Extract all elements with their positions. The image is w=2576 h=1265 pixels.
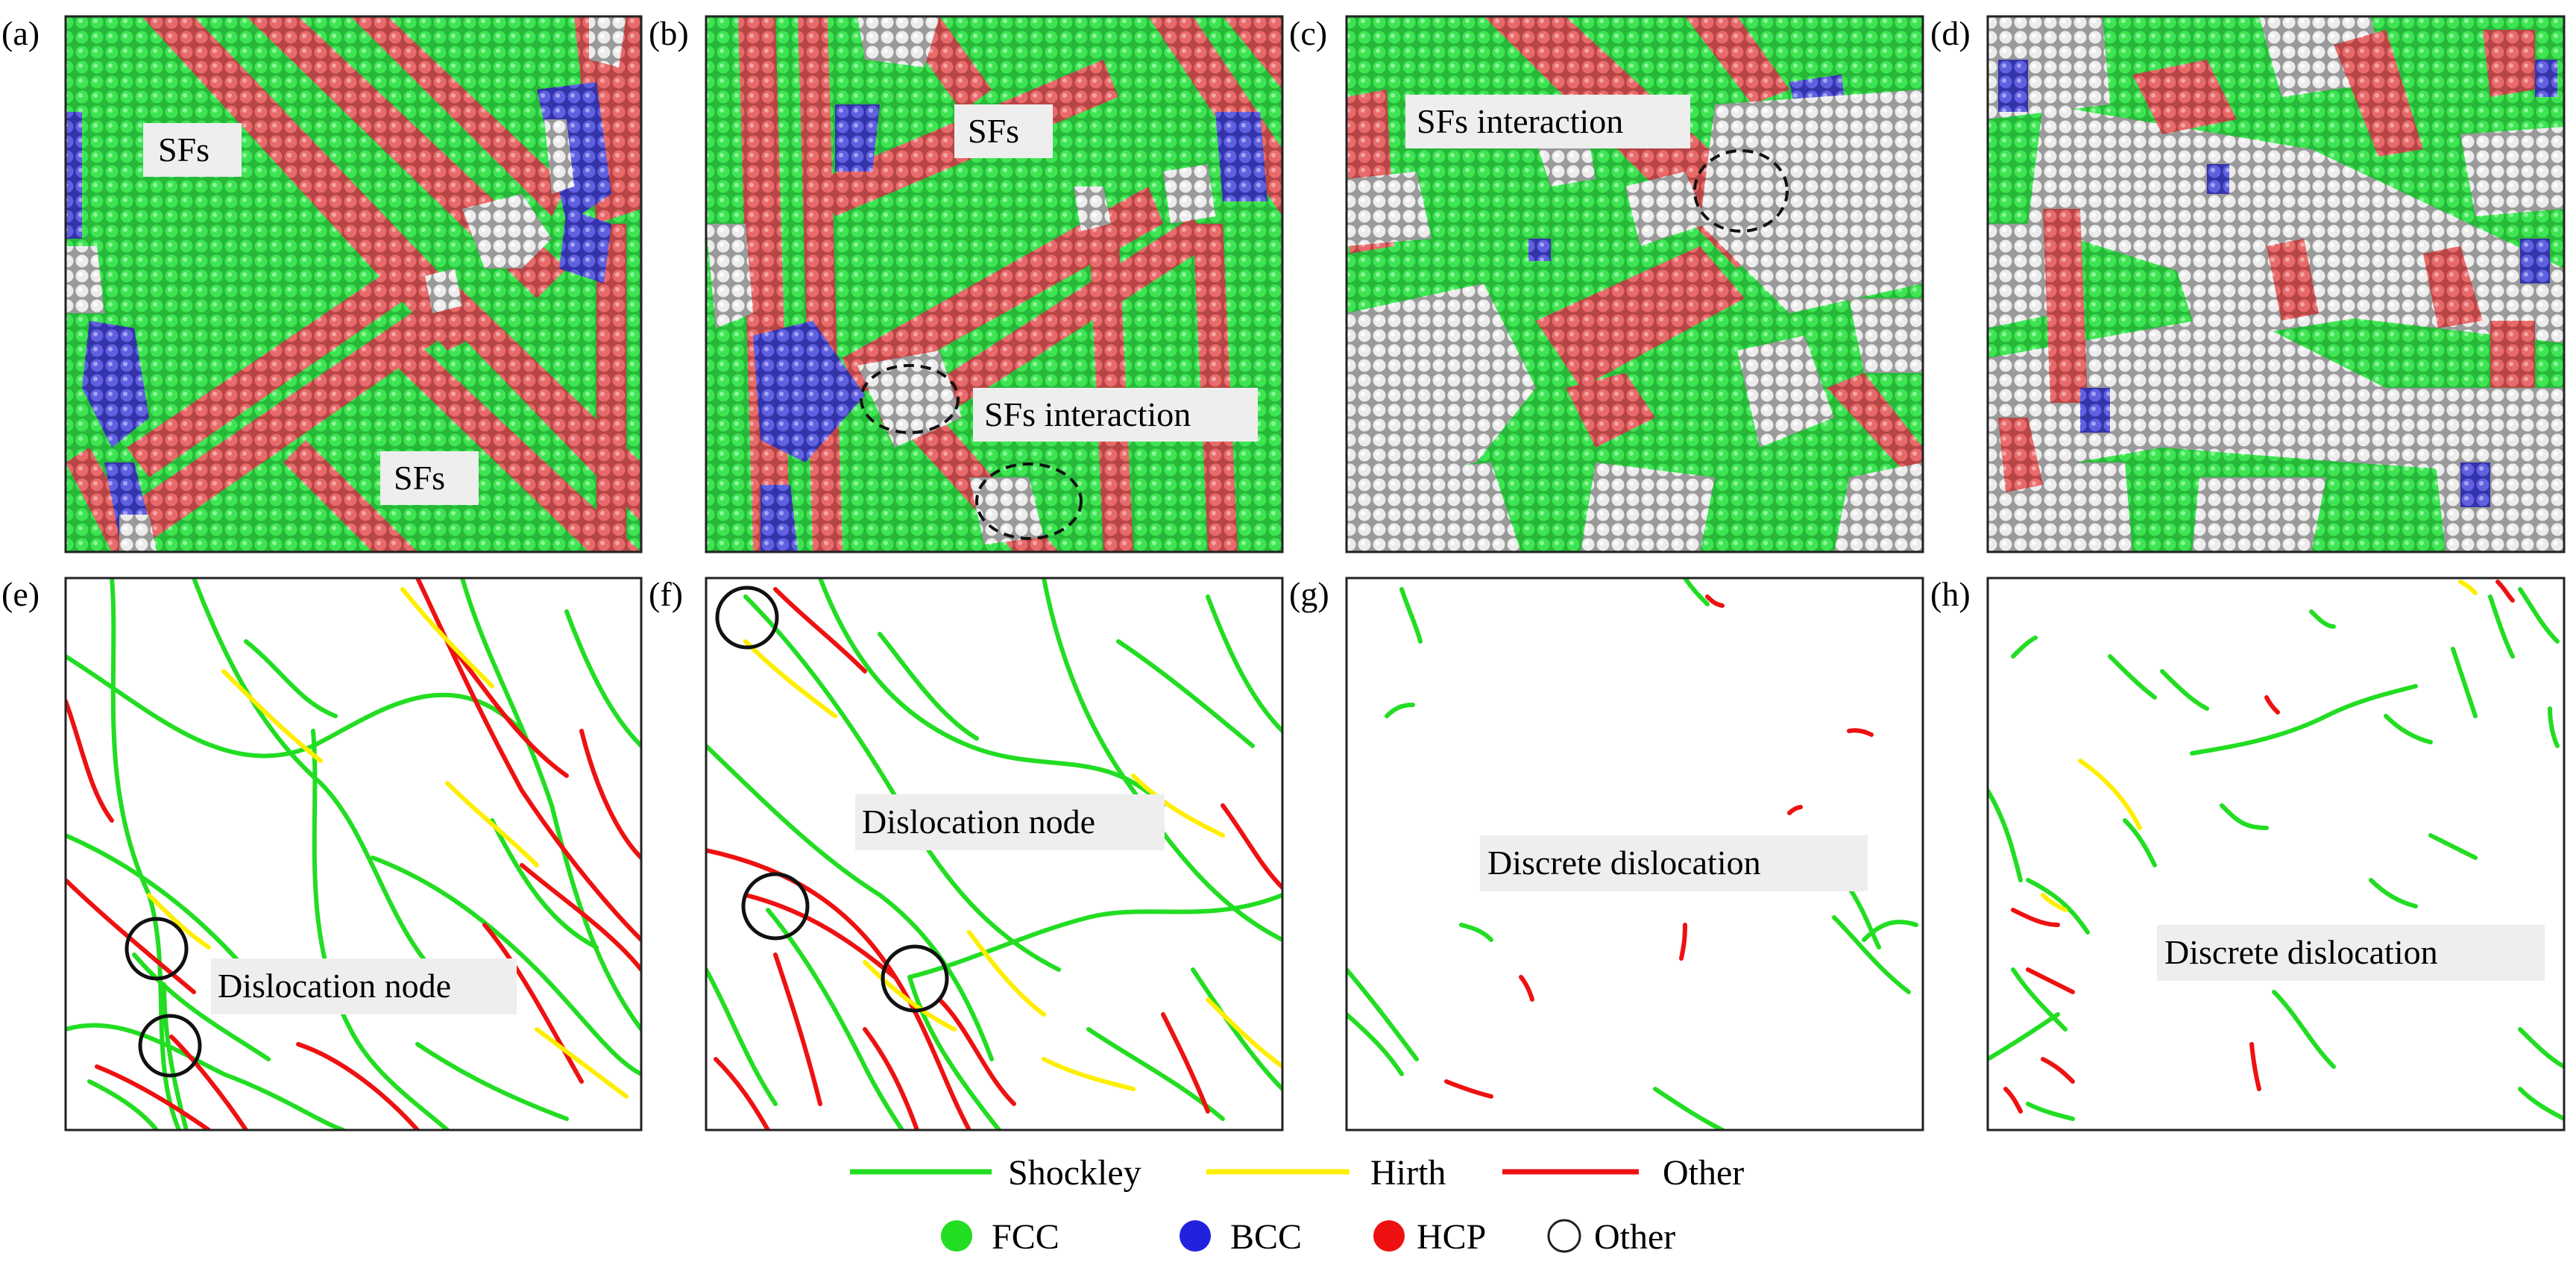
panel-g-dislocation-lines bbox=[1347, 578, 1918, 1130]
panel-f-node-box bbox=[855, 794, 1165, 850]
panel-e-label: (e) bbox=[1, 575, 40, 613]
panel-h: Discrete dislocation (h) bbox=[1930, 575, 2566, 1131]
legend-other-line-label: Other bbox=[1663, 1153, 1744, 1193]
panel-c-interaction-box bbox=[1405, 95, 1690, 148]
panel-c: (c) SFs interaction bbox=[1289, 14, 1924, 553]
legend-other-atom-label: Other bbox=[1594, 1217, 1675, 1257]
panel-f-node-circle-2 bbox=[741, 872, 810, 941]
legend-hcp-label: HCP bbox=[1417, 1217, 1486, 1257]
panel-e: Dislocation node (e) bbox=[1, 575, 643, 1131]
panel-d-label: (d) bbox=[1930, 14, 1971, 52]
panel-b-sfs-box bbox=[954, 104, 1053, 158]
panel-c-interaction-label: SFs interaction bbox=[1417, 102, 1623, 140]
legend-bcc-marker bbox=[1180, 1220, 1211, 1252]
panel-b-interaction-circle-2 bbox=[975, 462, 1083, 540]
panel-e-dislocation-lines bbox=[66, 578, 641, 1130]
panel-e-node-box bbox=[211, 958, 517, 1014]
legend-dislocation-types: Shockley Hirth Other bbox=[850, 1153, 1744, 1193]
legend: Shockley Hirth Other FCC BCC HCP Other bbox=[850, 1153, 1744, 1257]
legend-fcc-marker bbox=[941, 1220, 972, 1252]
panel-g-label: (g) bbox=[1289, 575, 1329, 613]
panel-e-node-circle-2 bbox=[138, 1014, 202, 1078]
panel-a-sfs-label-1: SFs bbox=[158, 131, 210, 169]
panel-g-discrete-label: Discrete dislocation bbox=[1487, 844, 1761, 882]
panel-c-interaction-circle bbox=[1693, 149, 1789, 233]
panel-a-sfs-label-2: SFs bbox=[394, 459, 445, 497]
panel-h-label: (h) bbox=[1930, 575, 1971, 613]
panel-f-node-circle-3 bbox=[881, 944, 949, 1013]
legend-bcc-label: BCC bbox=[1230, 1217, 1302, 1257]
panel-d: (d) bbox=[1930, 14, 2566, 553]
panel-b-interaction-label: SFs interaction bbox=[984, 395, 1191, 433]
panel-b: (b) SFs SFs interaction bbox=[649, 14, 1284, 553]
panel-b-sfs-label: SFs bbox=[968, 112, 1019, 150]
panel-c-label: (c) bbox=[1289, 14, 1327, 52]
panel-e-node-label: Dislocation node bbox=[218, 967, 451, 1005]
panel-f-node-label: Dislocation node bbox=[862, 803, 1095, 841]
panel-h-dislocation-lines bbox=[1988, 580, 2564, 1121]
panel-f: Dislocation node (f) bbox=[649, 575, 1284, 1131]
panel-b-label: (b) bbox=[649, 14, 689, 52]
panel-b-interaction-box bbox=[973, 388, 1258, 442]
panel-g: Discrete dislocation (g) bbox=[1289, 575, 1924, 1131]
panel-g-discrete-box bbox=[1480, 835, 1868, 891]
panel-b-interaction-circle-1 bbox=[860, 364, 960, 434]
legend-shockley-label: Shockley bbox=[1008, 1153, 1141, 1193]
legend-other-atom-marker bbox=[1547, 1219, 1581, 1253]
legend-hirth-label: Hirth bbox=[1370, 1153, 1446, 1193]
panel-e-node-circle-1 bbox=[125, 917, 189, 981]
panel-h-discrete-box bbox=[2157, 925, 2545, 981]
panel-f-label: (f) bbox=[649, 575, 683, 613]
panel-f-node-circle-1 bbox=[715, 586, 779, 650]
legend-atom-types: FCC BCC HCP Other bbox=[941, 1217, 1675, 1257]
legend-fcc-label: FCC bbox=[992, 1217, 1059, 1257]
panel-a-label: (a) bbox=[1, 14, 40, 52]
legend-hcp-marker bbox=[1373, 1220, 1405, 1252]
panel-a-sfs-box bbox=[143, 123, 242, 177]
panel-h-discrete-label: Discrete dislocation bbox=[2164, 933, 2438, 971]
panel-a: (a) SFs SFs bbox=[1, 14, 643, 553]
panel-a-sfs-box-2 bbox=[380, 451, 479, 505]
